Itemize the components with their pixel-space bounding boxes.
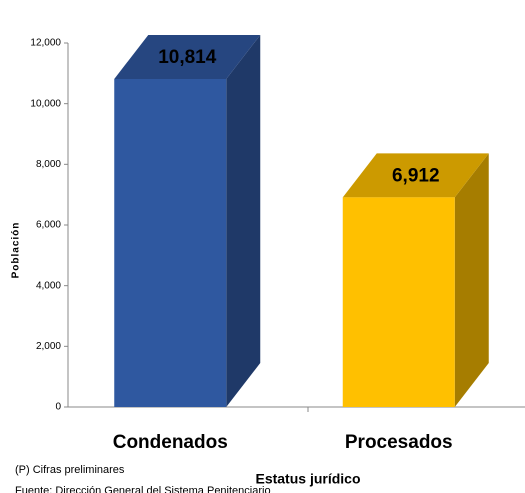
note: (P) Cifras preliminares	[15, 464, 125, 476]
bar	[342, 197, 455, 407]
note: Fuente: Dirección General del Sistema Pe…	[15, 485, 271, 493]
value-label: 10,814	[158, 47, 217, 68]
y-tick-label: 6,000	[36, 220, 61, 231]
bar-top	[342, 153, 489, 198]
y-tick-label: 12,000	[30, 38, 61, 49]
bar-side	[454, 153, 489, 407]
y-tick-label: 8,000	[36, 159, 61, 170]
bar	[114, 78, 227, 407]
value-label: 6,912	[392, 165, 440, 186]
bar-side	[226, 34, 261, 407]
y-tick-label: 2,000	[36, 341, 61, 352]
y-tick-label: 10,000	[30, 98, 61, 109]
y-tick-label: 4,000	[36, 280, 61, 291]
y-tick-label: 0	[55, 402, 61, 413]
bar-top	[114, 34, 261, 79]
x-tick-label: Condenados	[113, 432, 228, 453]
x-axis-label: Estatus jurídico	[255, 471, 360, 487]
x-tick-label: Procesados	[345, 432, 453, 453]
y-axis-label: Población	[11, 222, 22, 279]
